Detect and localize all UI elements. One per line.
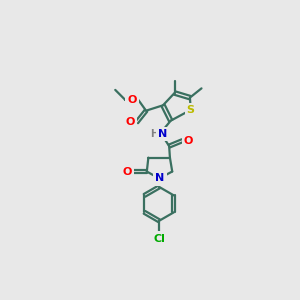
Text: S: S bbox=[187, 105, 195, 115]
Text: Cl: Cl bbox=[153, 233, 165, 244]
Text: O: O bbox=[184, 136, 193, 146]
Text: N: N bbox=[158, 129, 168, 139]
Text: O: O bbox=[128, 95, 137, 105]
Text: H: H bbox=[151, 129, 159, 139]
Text: O: O bbox=[126, 117, 135, 127]
Text: N: N bbox=[155, 173, 164, 184]
Text: O: O bbox=[123, 167, 132, 176]
